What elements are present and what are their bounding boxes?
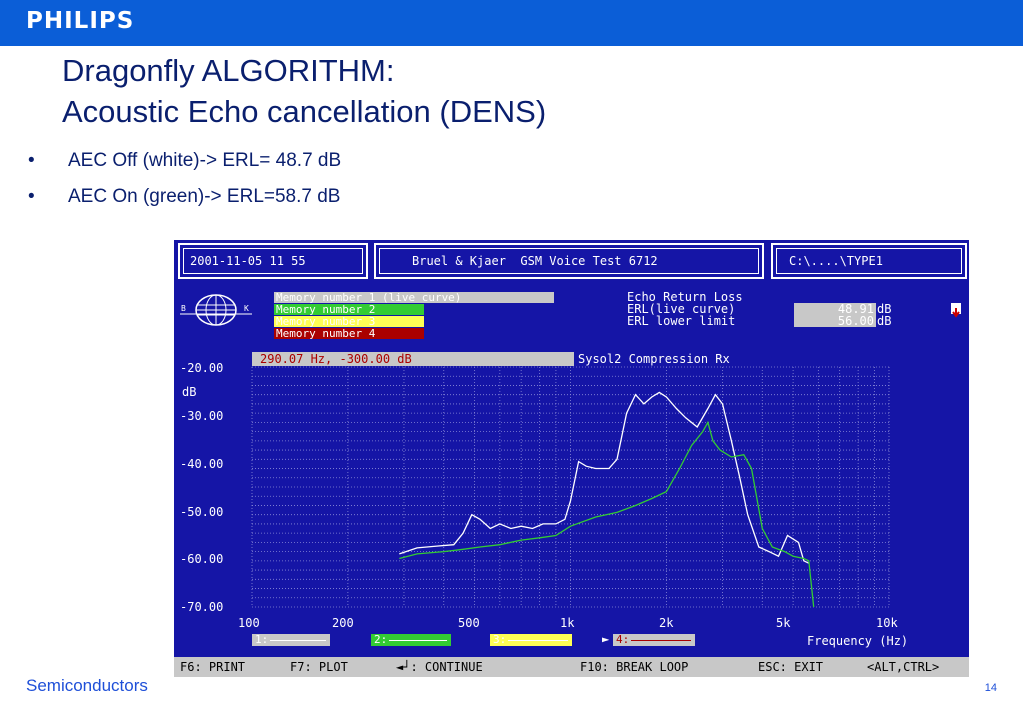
globe-icon (180, 294, 252, 326)
philips-header-bar: PHILIPS (0, 0, 1023, 46)
y-tick-label: -50.00 (180, 505, 224, 519)
aec-off-curve (399, 391, 810, 564)
erl-lower-value: 56.00 (794, 315, 876, 327)
x-tick-label: 5k (776, 616, 791, 630)
logo-letter-k: K (244, 304, 249, 313)
erl-live-unit: dB (877, 302, 892, 316)
f7-plot-key[interactable]: F7: PLOT (290, 660, 348, 674)
cursor-readout-box: 290.07 Hz, -300.00 dB (252, 352, 574, 366)
legend-label: 3: (493, 633, 507, 646)
memory-row-1[interactable]: Memory number 1 (live curve) (274, 292, 554, 303)
esc-exit-key[interactable]: ESC: EXIT (758, 660, 824, 674)
x-tick-label: 2k (659, 616, 674, 630)
legend-item-3[interactable]: 3: (490, 633, 572, 646)
legend-line (270, 640, 326, 641)
logo-letter-b: B (181, 304, 186, 313)
function-key-bar: F6: PRINT F7: PLOT ◄┘: CONTINUE F10: BRE… (174, 657, 969, 677)
memory-row-2[interactable]: Memory number 2 (274, 304, 424, 315)
bk-logo: B K (180, 293, 252, 327)
x-axis-label: Frequency (Hz) (807, 634, 909, 648)
footer-semiconductors: Semiconductors (26, 676, 148, 695)
instrument-title-box: Bruel & Kjaer GSM Voice Test 6712 (374, 243, 764, 279)
x-tick-label: 200 (332, 616, 354, 630)
erl-lower-label: ERL lower limit (627, 314, 736, 328)
header-datetime: 2001-11-05 11 55 (190, 254, 306, 268)
frequency-response-plot (251, 366, 890, 608)
datetime-box: 2001-11-05 11 55 (178, 243, 368, 279)
legend-line (631, 640, 691, 641)
y-axis-unit: dB (182, 385, 197, 399)
bullet-dot: • (28, 186, 35, 207)
selected-marker-icon: ► (602, 632, 610, 646)
x-tick-label: 10k (876, 616, 898, 630)
header-title: Bruel & Kjaer GSM Voice Test 6712 (412, 254, 658, 268)
erl-title: Echo Return Loss (627, 290, 743, 304)
x-tick-label: 1k (560, 616, 575, 630)
memory-row-4[interactable]: Memory number 4 (274, 328, 424, 339)
legend-label: 4: (616, 633, 630, 646)
down-arrow-icon (951, 303, 961, 318)
cursor-readout: 290.07 Hz, -300.00 dB (260, 352, 412, 366)
bullet-aec-on: • AEC On (green)-> ERL=58.7 dB (28, 186, 340, 208)
y-tick-label: -30.00 (180, 409, 224, 423)
instrument-screenshot: 2001-11-05 11 55 Bruel & Kjaer GSM Voice… (174, 240, 969, 677)
legend-line (508, 640, 568, 641)
x-tick-label: 500 (458, 616, 480, 630)
x-tick-label: 100 (238, 616, 260, 630)
bullet-text: AEC On (green)-> ERL=58.7 dB (68, 186, 341, 207)
y-tick-label: -20.00 (180, 361, 224, 375)
bullet-dot: • (28, 150, 35, 171)
y-tick-label: -70.00 (180, 600, 224, 614)
aec-on-curve (399, 420, 815, 608)
header-path: C:\....\TYPE1 (789, 254, 883, 268)
legend-label: 2: (374, 633, 388, 646)
page-number: 14 (984, 682, 997, 694)
erl-lower-unit: dB (877, 314, 892, 328)
slide-title-line2: Acoustic Echo cancellation (DENS) (62, 94, 547, 129)
plot-title: Sysol2 Compression Rx (578, 352, 730, 366)
legend-item-2[interactable]: 2: (371, 633, 451, 646)
f10-break-loop-key[interactable]: F10: BREAK LOOP (580, 660, 689, 674)
y-tick-label: -40.00 (180, 457, 224, 471)
legend-label: 1: (255, 633, 269, 646)
y-tick-label: -60.00 (180, 552, 224, 566)
path-box: C:\....\TYPE1 (771, 243, 967, 279)
philips-logo: PHILIPS (26, 8, 135, 34)
erl-live-value: 48.91 (794, 303, 876, 315)
legend-item-1[interactable]: 1: (252, 633, 330, 646)
bullet-text: AEC Off (white)-> ERL= 48.7 dB (68, 150, 342, 171)
slide-title-line1: Dragonfly ALGORITHM: (62, 53, 395, 88)
legend-line (389, 640, 447, 641)
bullet-aec-off: • AEC Off (white)-> ERL= 48.7 dB (28, 150, 341, 172)
memory-row-3[interactable]: Memory number 3 (274, 316, 424, 327)
continue-key[interactable]: ◄┘: CONTINUE (396, 660, 483, 674)
f6-print-key[interactable]: F6: PRINT (180, 660, 246, 674)
erl-live-label: ERL(live curve) (627, 302, 736, 316)
legend-item-4[interactable]: 4: (613, 633, 695, 646)
alt-ctrl-key[interactable]: <ALT,CTRL> (867, 660, 940, 674)
